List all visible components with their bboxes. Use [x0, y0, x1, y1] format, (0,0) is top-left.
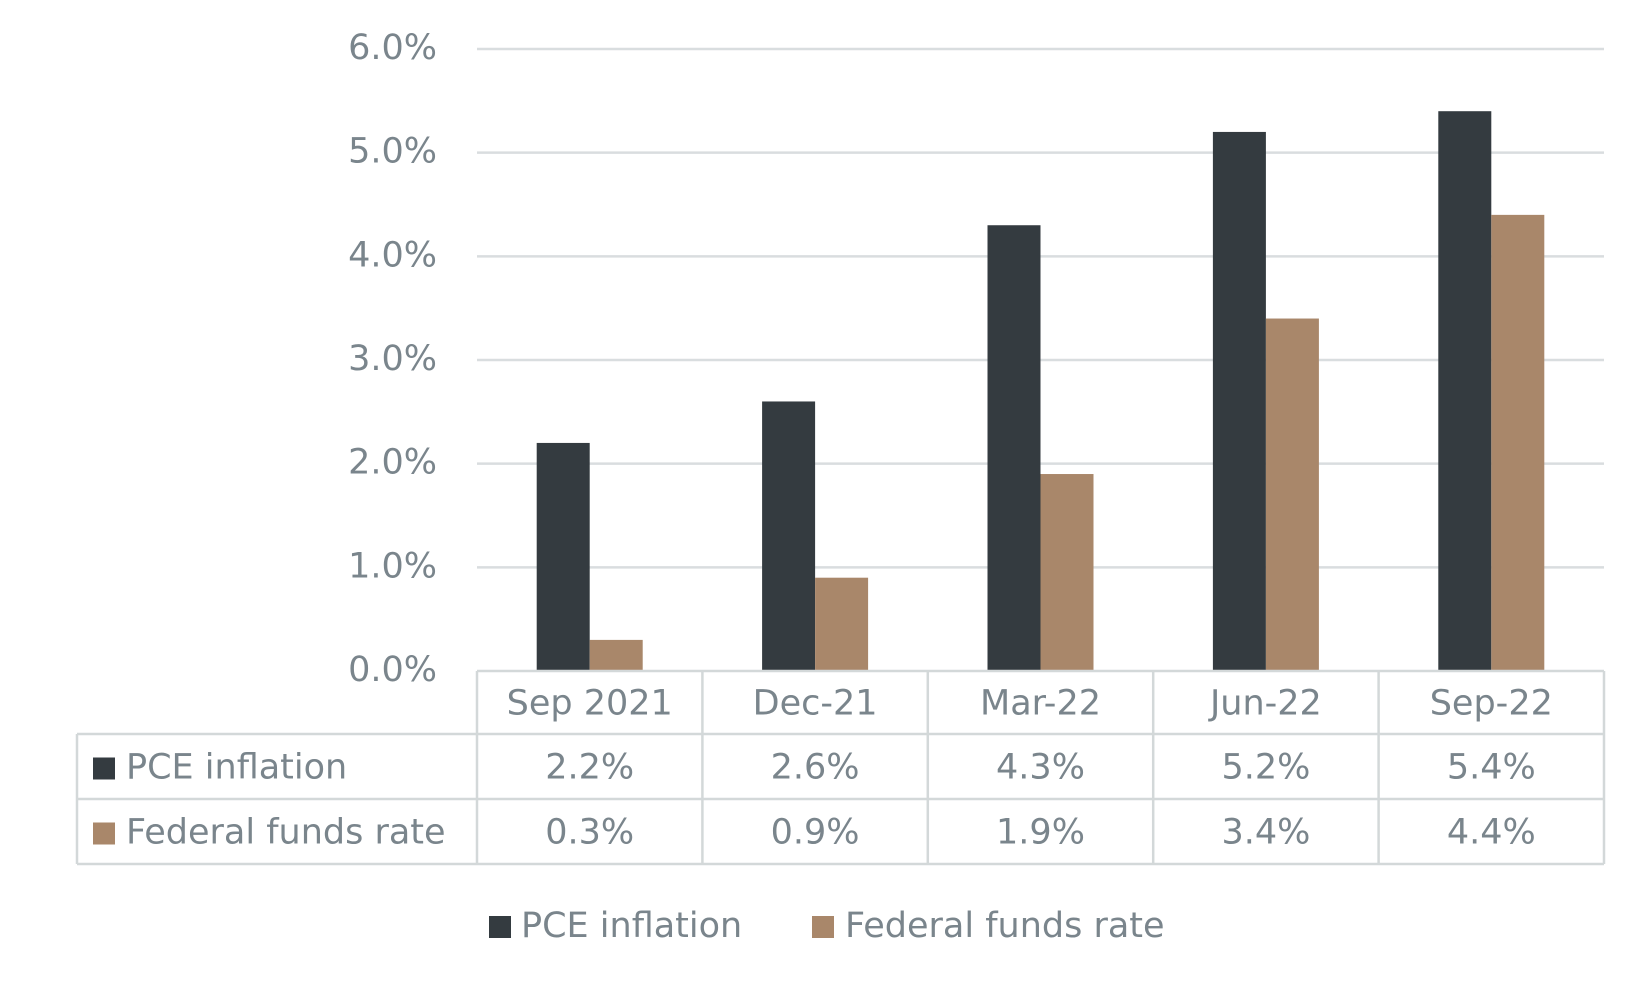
x-tick-label: Jun-22 — [1208, 684, 1322, 724]
legend-key — [812, 916, 834, 938]
legend-label: Federal funds rate — [845, 906, 1165, 946]
y-tick-label: 1.0% — [348, 546, 437, 586]
y-tick-label: 3.0% — [348, 339, 437, 379]
y-tick-label: 5.0% — [348, 132, 437, 172]
table-data-label: 3.4% — [1221, 813, 1310, 853]
y-tick-label: 2.0% — [348, 443, 437, 483]
table-series-label: PCE inflation — [126, 748, 347, 788]
table-data-label: 5.2% — [1221, 748, 1310, 788]
table-data-label: 5.4% — [1447, 748, 1536, 788]
table-data-label: 1.9% — [996, 813, 1085, 853]
table-data-label: 2.2% — [545, 748, 634, 788]
legend-label: PCE inflation — [521, 906, 742, 946]
table-data-label: 4.4% — [1447, 813, 1536, 853]
bar-federal-funds-rate — [589, 639, 643, 671]
table-data-label: 0.9% — [771, 813, 860, 853]
x-tick-label: Sep-22 — [1430, 684, 1553, 724]
y-tick-label: 0.0% — [348, 650, 437, 690]
bar-pce-inflation — [536, 442, 590, 671]
bar-federal-funds-rate — [815, 577, 869, 671]
legend-key — [489, 916, 511, 938]
bar-federal-funds-rate — [1040, 474, 1094, 671]
y-tick-label: 6.0% — [348, 28, 437, 68]
table-series-label: Federal funds rate — [126, 813, 446, 853]
legend: PCE inflation Federal funds rate — [489, 906, 1165, 946]
bar-pce-inflation — [1438, 111, 1492, 671]
y-tick-label: 4.0% — [348, 235, 437, 275]
table-data-label: 2.6% — [771, 748, 860, 788]
bar-federal-funds-rate — [1491, 214, 1545, 671]
bars — [536, 111, 1545, 671]
x-tick-label: Dec-21 — [753, 684, 878, 724]
data-table: Sep 2021 Dec-21 Mar-22 Jun-22 Sep-22 PCE infl… — [75, 669, 1606, 866]
bar-pce-inflation — [762, 401, 816, 671]
table-data-label: 0.3% — [545, 813, 634, 853]
bar-pce-inflation — [987, 225, 1041, 671]
table-legend-key — [93, 822, 115, 845]
y-axis-tick-labels: 0.0% 1.0% 2.0% 3.0% 4.0% 5.0% 6.0% — [348, 28, 437, 690]
bar-federal-funds-rate — [1265, 318, 1319, 671]
table-data-label: 4.3% — [996, 748, 1085, 788]
x-tick-label: Mar-22 — [980, 684, 1101, 724]
bar-pce-inflation — [1212, 131, 1266, 671]
x-tick-label: Sep 2021 — [507, 684, 673, 724]
table-legend-key — [93, 757, 115, 780]
